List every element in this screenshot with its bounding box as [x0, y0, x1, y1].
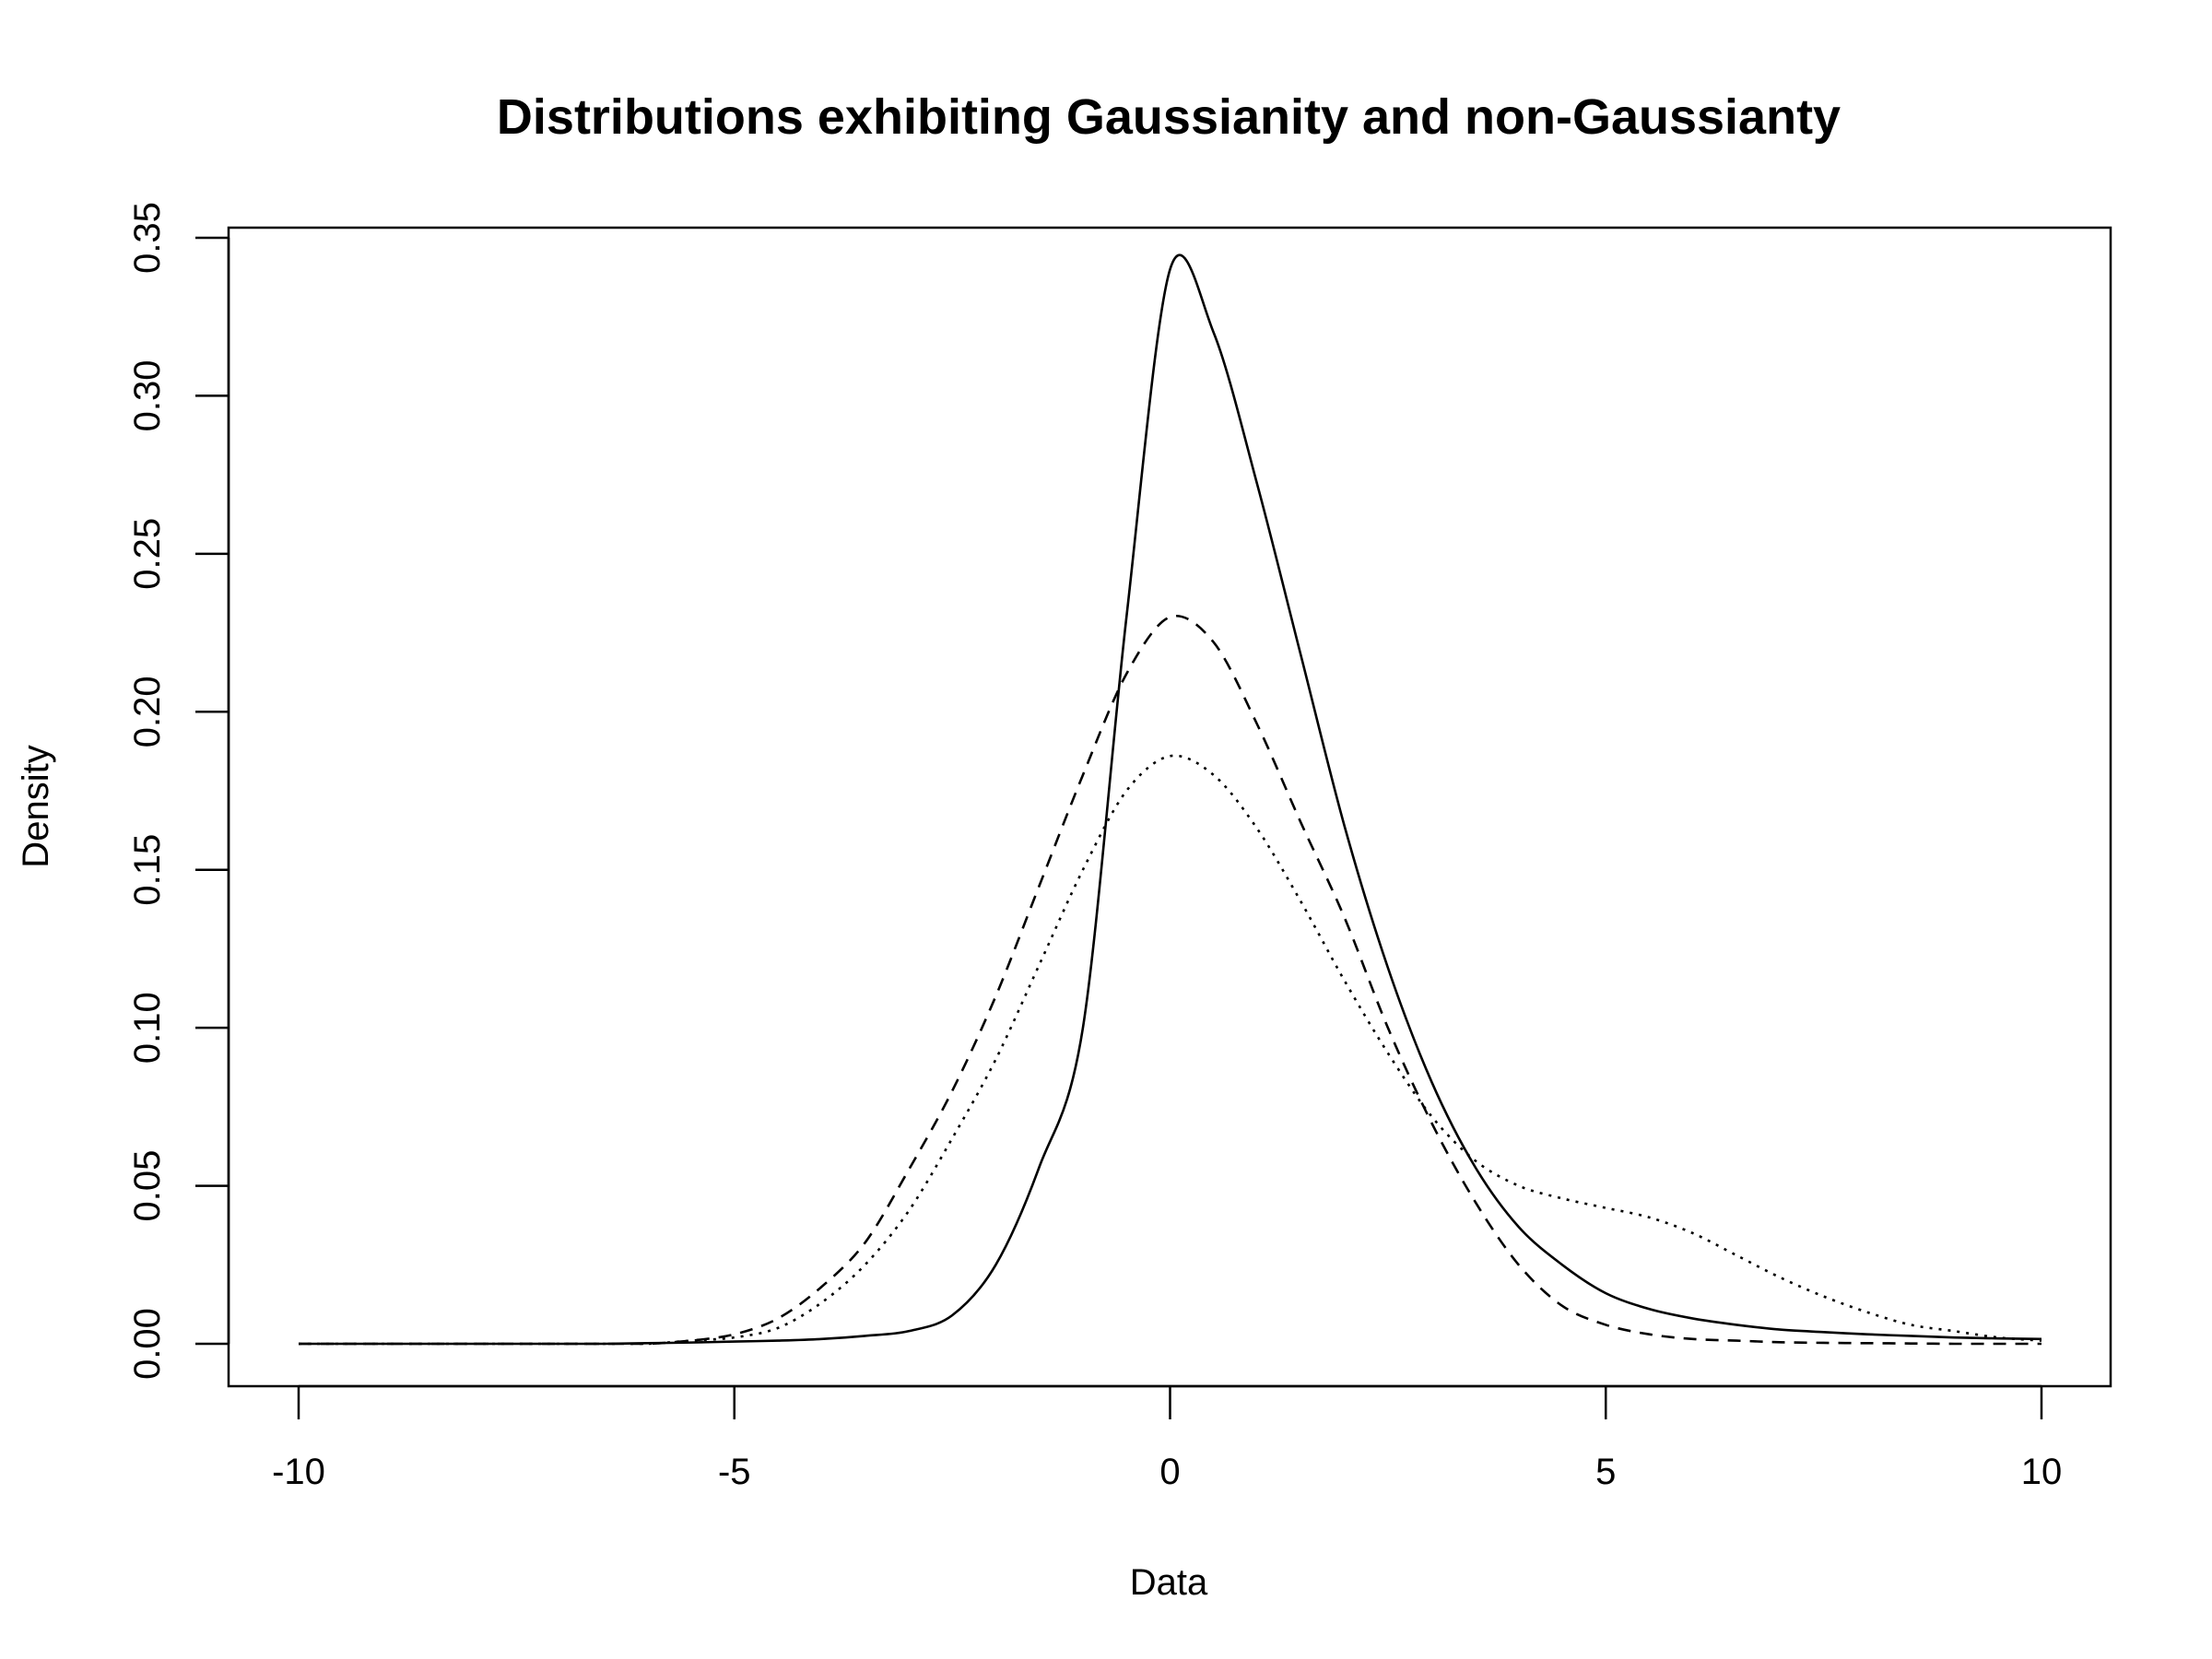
x-tick-label: -5: [718, 1452, 751, 1492]
y-tick-label: 0.00: [127, 1308, 168, 1380]
y-tick-label: 0.25: [127, 518, 168, 590]
y-tick-label: 0.10: [127, 992, 168, 1064]
series-line-dashed: [299, 614, 2041, 1346]
chart-title: Distributions exhibiting Gaussianity and…: [497, 89, 1841, 145]
y-tick-label: 0.30: [127, 359, 168, 431]
series-line-dotted: [299, 754, 2042, 1346]
y-axis-label: Density: [16, 745, 56, 867]
x-axis: -10 -5 0 5 10: [272, 1384, 2063, 1492]
x-tick-label: 10: [2021, 1452, 2063, 1492]
plot-frame: [227, 226, 2112, 1388]
x-axis-label: Data: [1130, 1562, 1208, 1603]
x-tick-label: 5: [1595, 1452, 1616, 1492]
x-tick-label: 0: [1159, 1452, 1180, 1492]
y-tick-label: 0.35: [127, 202, 168, 274]
y-tick-label: 0.15: [127, 834, 168, 906]
x-tick-label: -10: [272, 1452, 325, 1492]
series-line-solid: [299, 253, 2042, 1346]
y-tick-label: 0.05: [127, 1150, 168, 1222]
y-tick-label: 0.20: [127, 676, 168, 747]
series-lines: [299, 253, 2042, 1346]
y-axis: 0.00 0.05 0.10 0.15 0.20 0.25 0.30 0.35: [127, 202, 230, 1380]
